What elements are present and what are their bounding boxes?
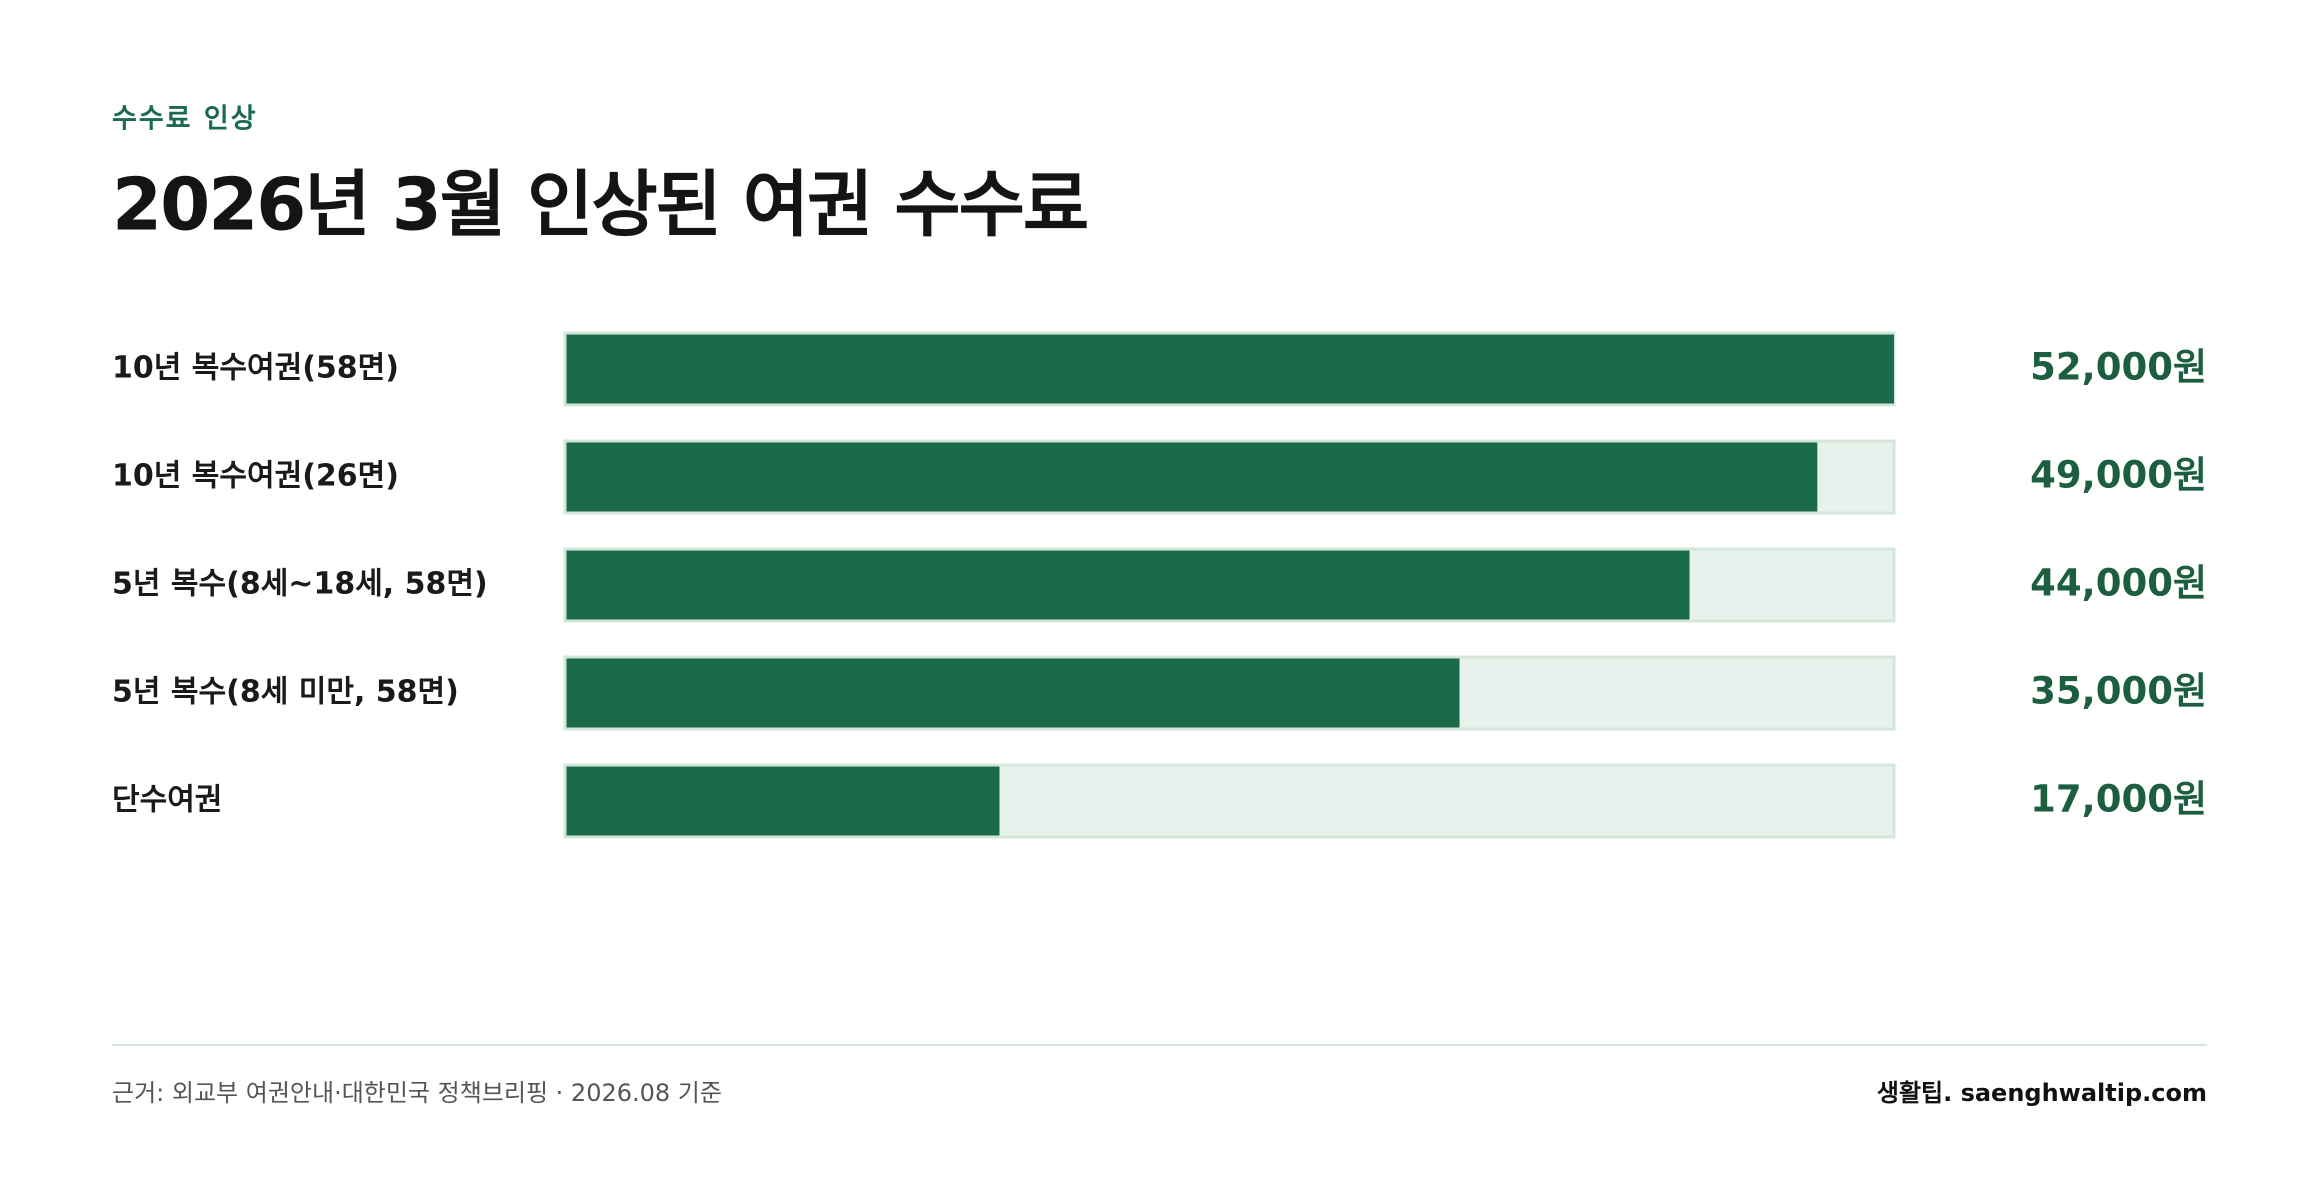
category-label: 5년 복수(8세 미만, 58면) — [112, 675, 459, 710]
bar — [566, 550, 1690, 620]
kicker: 수수료 인상 — [112, 104, 258, 135]
chart-title: 2026년 3월 인상된 여권 수수료 — [112, 163, 1087, 247]
bar — [566, 766, 1000, 836]
bar — [566, 658, 1460, 728]
brand: 생활팁. saenghwaltip.com — [1877, 1079, 2207, 1107]
bar — [566, 334, 1894, 404]
category-label: 10년 복수여권(26면) — [112, 459, 399, 494]
category-label: 단수여권 — [112, 783, 222, 818]
bar — [566, 442, 1818, 512]
value-label: 44,000원 — [2030, 562, 2207, 605]
value-label: 35,000원 — [2030, 670, 2207, 713]
value-label: 49,000원 — [2030, 454, 2207, 497]
category-label: 5년 복수(8세~18세, 58면) — [112, 567, 488, 602]
value-label: 52,000원 — [2030, 346, 2207, 389]
source-note: 근거: 외교부 여권안내·대한민국 정책브리핑 · 2026.08 기준 — [112, 1079, 722, 1107]
category-label: 10년 복수여권(58면) — [112, 351, 399, 386]
value-label: 17,000원 — [2030, 778, 2207, 821]
